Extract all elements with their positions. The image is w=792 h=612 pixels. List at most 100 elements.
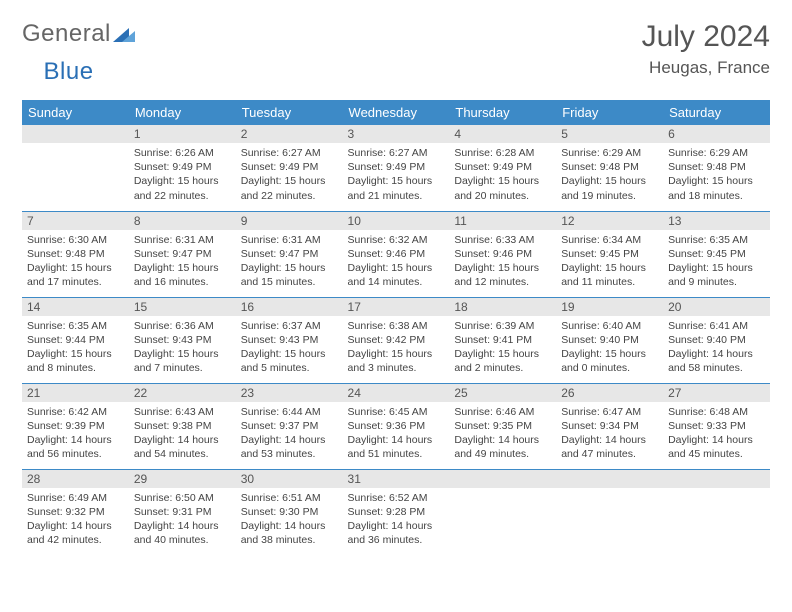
calendar-day-cell: 5Sunrise: 6:29 AMSunset: 9:48 PMDaylight…: [556, 125, 663, 211]
day-number: 7: [22, 212, 129, 230]
day-number: 14: [22, 298, 129, 316]
day-details: Sunrise: 6:44 AMSunset: 9:37 PMDaylight:…: [236, 402, 343, 466]
calendar-day-cell: 25Sunrise: 6:46 AMSunset: 9:35 PMDayligh…: [449, 383, 556, 469]
day-details: Sunrise: 6:38 AMSunset: 9:42 PMDaylight:…: [343, 316, 450, 380]
day-number: 30: [236, 470, 343, 488]
calendar-day-cell: [22, 125, 129, 211]
brand-part1: General: [22, 20, 111, 48]
weekday-header: Saturday: [663, 100, 770, 125]
day-details: Sunrise: 6:27 AMSunset: 9:49 PMDaylight:…: [343, 143, 450, 207]
day-number: 28: [22, 470, 129, 488]
day-number: 27: [663, 384, 770, 402]
calendar-day-cell: 6Sunrise: 6:29 AMSunset: 9:48 PMDaylight…: [663, 125, 770, 211]
calendar-day-cell: 10Sunrise: 6:32 AMSunset: 9:46 PMDayligh…: [343, 211, 450, 297]
day-details: Sunrise: 6:43 AMSunset: 9:38 PMDaylight:…: [129, 402, 236, 466]
calendar-day-cell: 26Sunrise: 6:47 AMSunset: 9:34 PMDayligh…: [556, 383, 663, 469]
month-title: July 2024: [642, 20, 770, 54]
day-details: Sunrise: 6:50 AMSunset: 9:31 PMDaylight:…: [129, 488, 236, 552]
day-number: 25: [449, 384, 556, 402]
day-details: Sunrise: 6:40 AMSunset: 9:40 PMDaylight:…: [556, 316, 663, 380]
day-number: 1: [129, 125, 236, 143]
day-number: 13: [663, 212, 770, 230]
calendar-day-cell: [449, 469, 556, 555]
day-details: Sunrise: 6:35 AMSunset: 9:44 PMDaylight:…: [22, 316, 129, 380]
day-number: 2: [236, 125, 343, 143]
calendar-day-cell: 21Sunrise: 6:42 AMSunset: 9:39 PMDayligh…: [22, 383, 129, 469]
day-details: Sunrise: 6:31 AMSunset: 9:47 PMDaylight:…: [236, 230, 343, 294]
calendar-table: SundayMondayTuesdayWednesdayThursdayFrid…: [22, 100, 770, 555]
calendar-day-cell: 8Sunrise: 6:31 AMSunset: 9:47 PMDaylight…: [129, 211, 236, 297]
calendar-week-row: 1Sunrise: 6:26 AMSunset: 9:49 PMDaylight…: [22, 125, 770, 211]
calendar-day-cell: 3Sunrise: 6:27 AMSunset: 9:49 PMDaylight…: [343, 125, 450, 211]
day-number: 22: [129, 384, 236, 402]
day-number: 16: [236, 298, 343, 316]
day-details: Sunrise: 6:51 AMSunset: 9:30 PMDaylight:…: [236, 488, 343, 552]
calendar-day-cell: 17Sunrise: 6:38 AMSunset: 9:42 PMDayligh…: [343, 297, 450, 383]
brand-part2: Blue: [44, 58, 94, 86]
day-details: Sunrise: 6:27 AMSunset: 9:49 PMDaylight:…: [236, 143, 343, 207]
day-number: 23: [236, 384, 343, 402]
calendar-day-cell: 13Sunrise: 6:35 AMSunset: 9:45 PMDayligh…: [663, 211, 770, 297]
day-number: 5: [556, 125, 663, 143]
location-label: Heugas, France: [642, 58, 770, 78]
calendar-day-cell: 29Sunrise: 6:50 AMSunset: 9:31 PMDayligh…: [129, 469, 236, 555]
day-number: 15: [129, 298, 236, 316]
day-details: Sunrise: 6:45 AMSunset: 9:36 PMDaylight:…: [343, 402, 450, 466]
day-number-empty: [663, 470, 770, 488]
day-number: 24: [343, 384, 450, 402]
day-number: 20: [663, 298, 770, 316]
calendar-day-cell: 12Sunrise: 6:34 AMSunset: 9:45 PMDayligh…: [556, 211, 663, 297]
day-number: 17: [343, 298, 450, 316]
day-number: 29: [129, 470, 236, 488]
calendar-day-cell: 20Sunrise: 6:41 AMSunset: 9:40 PMDayligh…: [663, 297, 770, 383]
day-details: Sunrise: 6:46 AMSunset: 9:35 PMDaylight:…: [449, 402, 556, 466]
day-details: Sunrise: 6:28 AMSunset: 9:49 PMDaylight:…: [449, 143, 556, 207]
day-details: Sunrise: 6:42 AMSunset: 9:39 PMDaylight:…: [22, 402, 129, 466]
title-block: July 2024 Heugas, France: [642, 20, 770, 78]
triangle-icon: [113, 24, 135, 44]
day-details: Sunrise: 6:26 AMSunset: 9:49 PMDaylight:…: [129, 143, 236, 207]
weekday-header: Monday: [129, 100, 236, 125]
day-number-empty: [22, 125, 129, 143]
day-details: Sunrise: 6:37 AMSunset: 9:43 PMDaylight:…: [236, 316, 343, 380]
calendar-day-cell: 28Sunrise: 6:49 AMSunset: 9:32 PMDayligh…: [22, 469, 129, 555]
calendar-head: SundayMondayTuesdayWednesdayThursdayFrid…: [22, 100, 770, 125]
day-details: Sunrise: 6:34 AMSunset: 9:45 PMDaylight:…: [556, 230, 663, 294]
day-details: Sunrise: 6:36 AMSunset: 9:43 PMDaylight:…: [129, 316, 236, 380]
calendar-day-cell: 4Sunrise: 6:28 AMSunset: 9:49 PMDaylight…: [449, 125, 556, 211]
day-details: Sunrise: 6:29 AMSunset: 9:48 PMDaylight:…: [663, 143, 770, 207]
day-details: Sunrise: 6:49 AMSunset: 9:32 PMDaylight:…: [22, 488, 129, 552]
calendar-day-cell: 9Sunrise: 6:31 AMSunset: 9:47 PMDaylight…: [236, 211, 343, 297]
calendar-day-cell: 19Sunrise: 6:40 AMSunset: 9:40 PMDayligh…: [556, 297, 663, 383]
calendar-day-cell: 1Sunrise: 6:26 AMSunset: 9:49 PMDaylight…: [129, 125, 236, 211]
weekday-header: Sunday: [22, 100, 129, 125]
day-number: 12: [556, 212, 663, 230]
day-number: 19: [556, 298, 663, 316]
calendar-day-cell: 14Sunrise: 6:35 AMSunset: 9:44 PMDayligh…: [22, 297, 129, 383]
calendar-day-cell: 23Sunrise: 6:44 AMSunset: 9:37 PMDayligh…: [236, 383, 343, 469]
day-number: 4: [449, 125, 556, 143]
day-number: 8: [129, 212, 236, 230]
calendar-week-row: 14Sunrise: 6:35 AMSunset: 9:44 PMDayligh…: [22, 297, 770, 383]
calendar-day-cell: 18Sunrise: 6:39 AMSunset: 9:41 PMDayligh…: [449, 297, 556, 383]
day-details: Sunrise: 6:29 AMSunset: 9:48 PMDaylight:…: [556, 143, 663, 207]
day-details: Sunrise: 6:47 AMSunset: 9:34 PMDaylight:…: [556, 402, 663, 466]
calendar-day-cell: 22Sunrise: 6:43 AMSunset: 9:38 PMDayligh…: [129, 383, 236, 469]
weekday-header: Thursday: [449, 100, 556, 125]
weekday-header: Friday: [556, 100, 663, 125]
calendar-body: 1Sunrise: 6:26 AMSunset: 9:49 PMDaylight…: [22, 125, 770, 555]
weekday-header: Tuesday: [236, 100, 343, 125]
day-details: Sunrise: 6:52 AMSunset: 9:28 PMDaylight:…: [343, 488, 450, 552]
day-details: Sunrise: 6:30 AMSunset: 9:48 PMDaylight:…: [22, 230, 129, 294]
calendar-day-cell: 15Sunrise: 6:36 AMSunset: 9:43 PMDayligh…: [129, 297, 236, 383]
weekday-header: Wednesday: [343, 100, 450, 125]
day-number: 3: [343, 125, 450, 143]
day-number: 6: [663, 125, 770, 143]
calendar-day-cell: [556, 469, 663, 555]
calendar-day-cell: [663, 469, 770, 555]
day-details: Sunrise: 6:33 AMSunset: 9:46 PMDaylight:…: [449, 230, 556, 294]
calendar-day-cell: 7Sunrise: 6:30 AMSunset: 9:48 PMDaylight…: [22, 211, 129, 297]
brand-logo: General: [22, 20, 135, 48]
day-number-empty: [449, 470, 556, 488]
day-details: Sunrise: 6:35 AMSunset: 9:45 PMDaylight:…: [663, 230, 770, 294]
